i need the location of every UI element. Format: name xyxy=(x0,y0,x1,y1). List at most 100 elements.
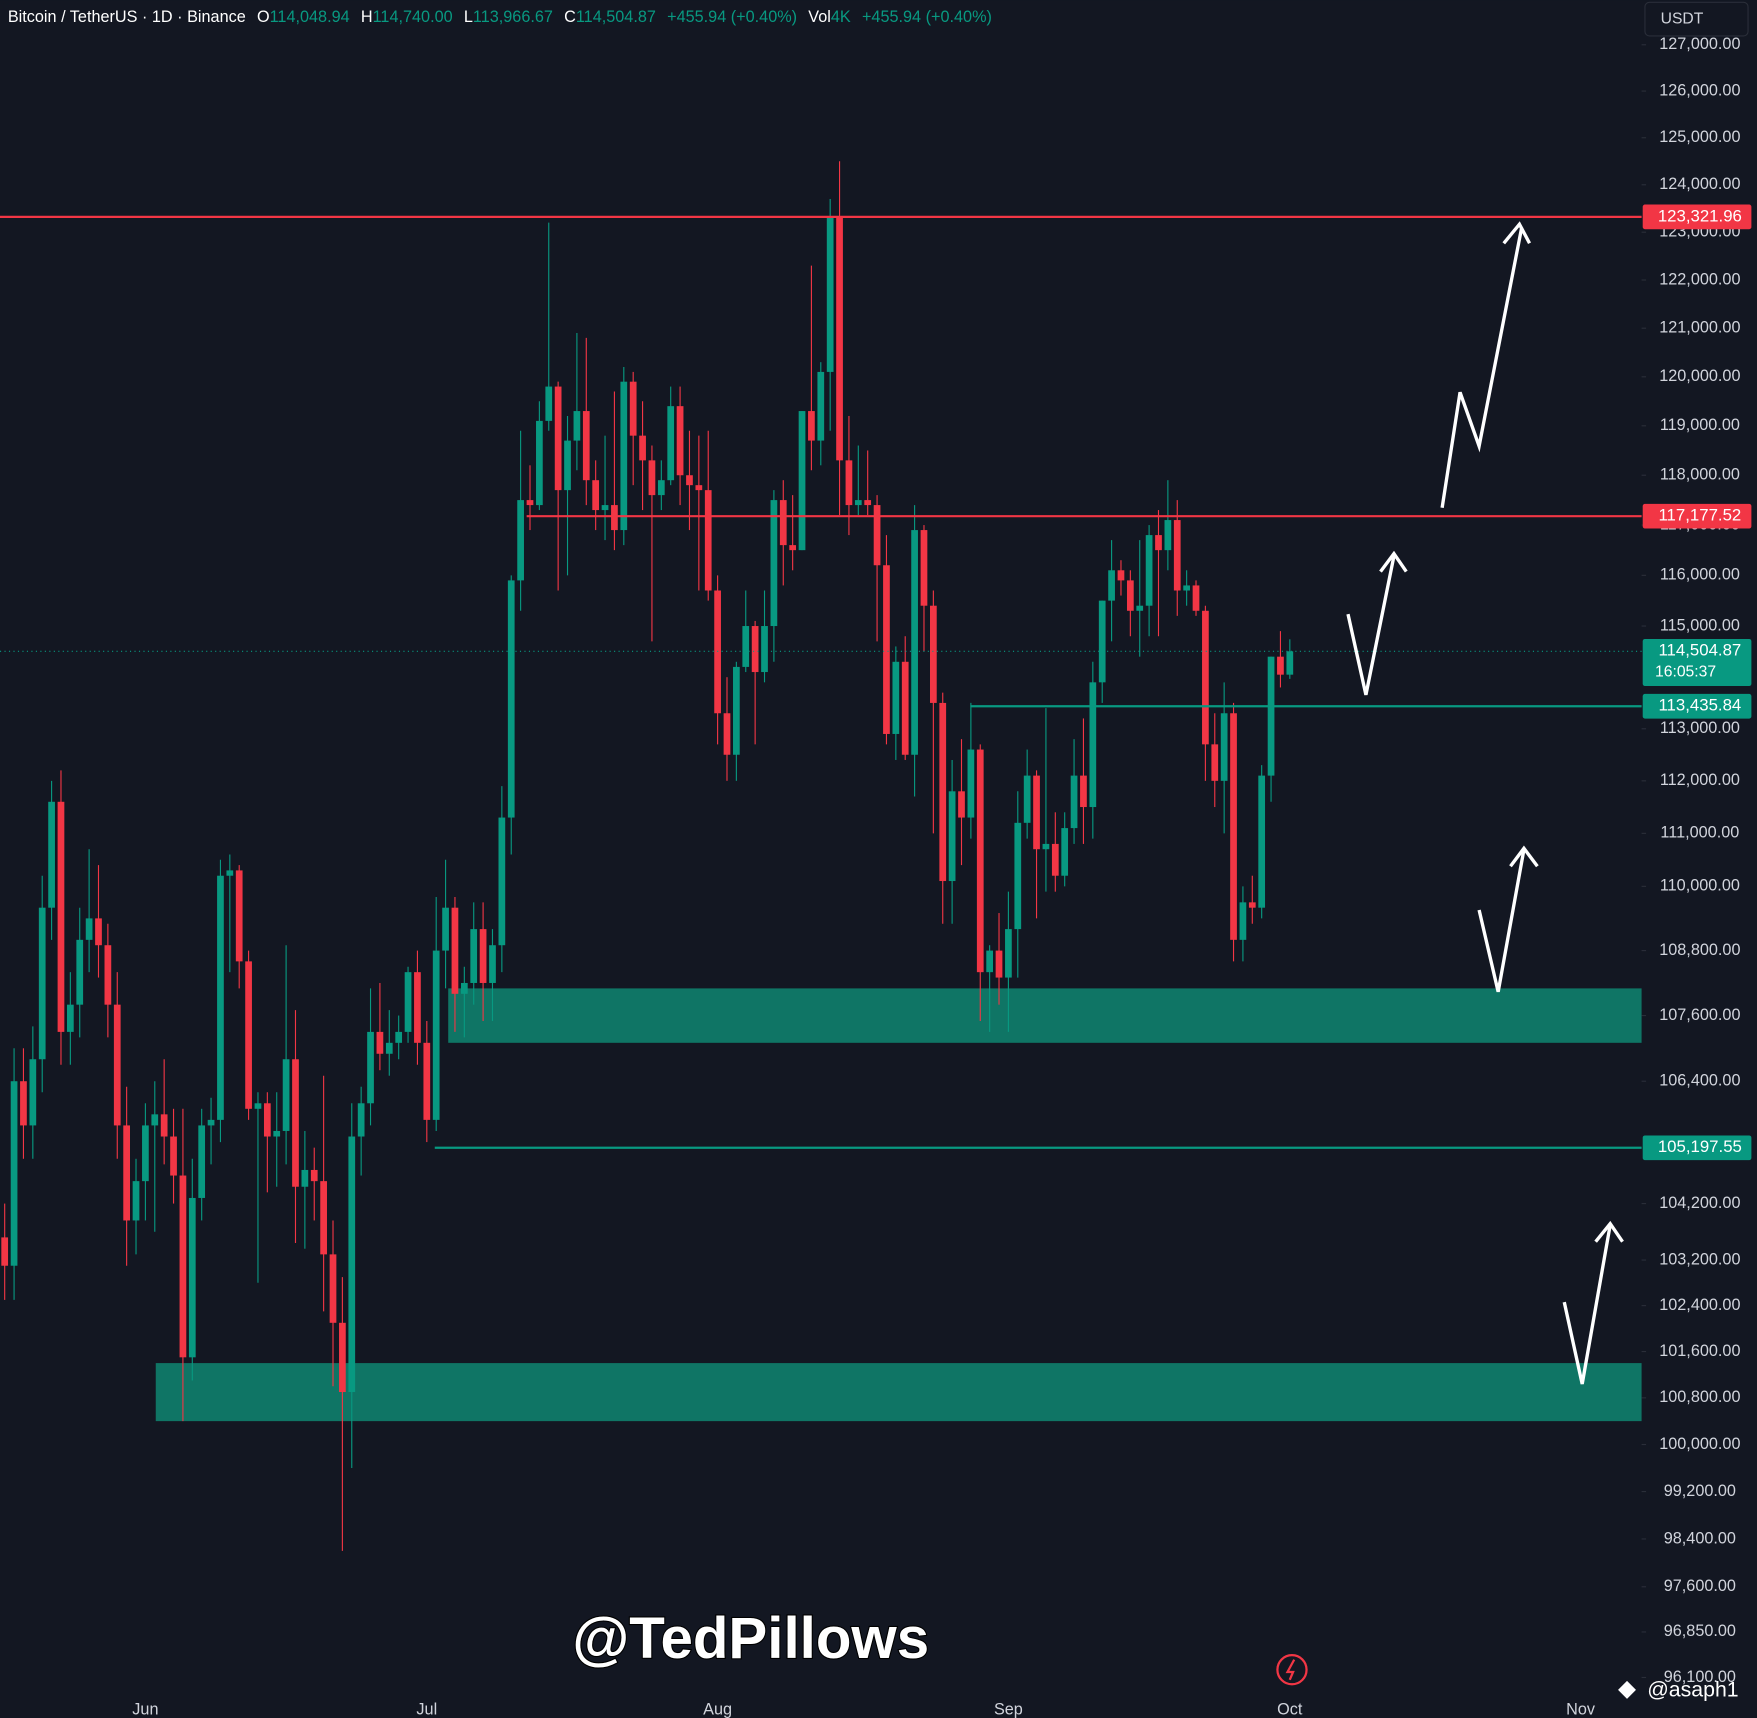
candle-body xyxy=(582,411,590,481)
level-tag-label: 123,321.96 xyxy=(1658,206,1742,225)
candle-body xyxy=(85,918,93,940)
plot xyxy=(0,161,1642,1551)
candle-body xyxy=(339,1322,346,1393)
candle-body xyxy=(892,661,900,734)
candle-body xyxy=(1117,570,1125,581)
candle-body xyxy=(1023,775,1031,823)
candle-body xyxy=(282,1059,290,1131)
candle-body xyxy=(348,1136,356,1393)
candle-body xyxy=(132,1181,140,1221)
candle-body xyxy=(1089,682,1097,808)
field-key: C xyxy=(564,8,576,26)
candle-body xyxy=(423,1042,431,1120)
candle-body xyxy=(198,1125,206,1198)
candle-body xyxy=(57,801,65,1032)
countdown: 16:05:37 xyxy=(1655,664,1716,681)
level-tag-label: 113,435.84 xyxy=(1658,696,1741,715)
candle-body xyxy=(995,950,1003,978)
candle-body xyxy=(517,500,524,581)
field-key: O xyxy=(257,8,270,26)
candle-body xyxy=(976,749,984,973)
y-tick-label: 112,000.00 xyxy=(1660,771,1740,789)
y-tick-label: 107,600.00 xyxy=(1659,1006,1740,1024)
candle-body xyxy=(76,939,84,1005)
candle-body xyxy=(113,1004,121,1126)
y-tick-label: 110,000.00 xyxy=(1660,877,1740,895)
candle-body xyxy=(376,1031,384,1054)
candle-body xyxy=(601,505,609,511)
candle-body xyxy=(948,791,956,882)
candle-body xyxy=(1211,744,1219,781)
field-key: H xyxy=(361,8,373,26)
candle-body xyxy=(648,460,656,496)
candle-body xyxy=(1267,656,1275,776)
candle-body xyxy=(329,1254,337,1323)
candle-body xyxy=(357,1103,365,1137)
candle-body xyxy=(226,870,234,876)
current-price-tag xyxy=(1642,638,1752,687)
candle-body xyxy=(873,505,881,566)
candle-body xyxy=(958,791,965,818)
candle-body xyxy=(920,530,928,606)
candle-body xyxy=(395,1031,403,1043)
candle-body xyxy=(310,1169,318,1182)
credit-text: @asaph1 xyxy=(1647,1678,1738,1702)
candle-body xyxy=(1277,656,1284,675)
watermark: @TedPillows xyxy=(572,1606,929,1671)
candle-body xyxy=(1220,713,1228,781)
candle-body xyxy=(1,1237,9,1266)
candle-body xyxy=(263,1103,271,1137)
candle-body xyxy=(414,972,421,1043)
candle-body xyxy=(939,702,947,882)
candle-body xyxy=(695,485,703,491)
candle-body xyxy=(1051,843,1059,876)
y-tick-label: 97,600.00 xyxy=(1664,1577,1736,1595)
alert-icon xyxy=(1276,1654,1308,1686)
candle-body xyxy=(845,460,853,506)
y-tick-label: 113,000.00 xyxy=(1660,719,1740,737)
candle-body xyxy=(564,440,571,491)
candle-body xyxy=(20,1081,27,1126)
vol-value: 4K xyxy=(831,8,851,26)
candle-body xyxy=(1033,775,1040,850)
candle-body xyxy=(1192,585,1200,611)
credit-icon xyxy=(1618,1680,1636,1699)
candle-body xyxy=(1145,535,1153,606)
candle-body xyxy=(38,907,46,1060)
y-tick-label: 120,000.00 xyxy=(1659,367,1740,385)
candle-body xyxy=(104,945,112,1005)
candle-body xyxy=(620,381,628,531)
x-tick-label: Jun xyxy=(132,1700,158,1718)
x-tick-label: Aug xyxy=(703,1700,732,1718)
candle-body xyxy=(1173,520,1181,591)
candle-body xyxy=(592,480,600,511)
candle-body xyxy=(751,626,759,673)
candle-body xyxy=(667,406,675,481)
candle-body xyxy=(1155,535,1162,551)
candle-body xyxy=(1230,713,1237,940)
candle-body xyxy=(723,713,731,755)
button-frame[interactable] xyxy=(1644,1,1749,37)
candle-body xyxy=(451,907,459,994)
arrow xyxy=(1562,1224,1612,1385)
arrow-head xyxy=(1379,550,1408,573)
candle-body xyxy=(864,500,872,506)
candle-body xyxy=(1080,775,1087,808)
candle-body xyxy=(1183,585,1190,591)
candle-body xyxy=(217,875,224,1120)
candle-body xyxy=(1286,651,1294,675)
field-value: 114,048.94 xyxy=(270,8,350,26)
candle-body xyxy=(245,961,252,1109)
arrow-head xyxy=(1509,845,1539,868)
candle-body xyxy=(798,411,806,551)
candle-body xyxy=(507,580,515,818)
icon-bolt xyxy=(1285,1659,1296,1681)
button-label[interactable]: USDT xyxy=(1661,10,1704,27)
candle-body xyxy=(151,1114,159,1126)
change: +455.94 (+0.40%) xyxy=(667,8,797,26)
candle-body xyxy=(686,475,693,486)
arrow xyxy=(1477,849,1526,993)
currency-button[interactable]: USDT xyxy=(1644,1,1749,37)
candle-body xyxy=(657,480,665,496)
candle-body xyxy=(1005,929,1012,978)
